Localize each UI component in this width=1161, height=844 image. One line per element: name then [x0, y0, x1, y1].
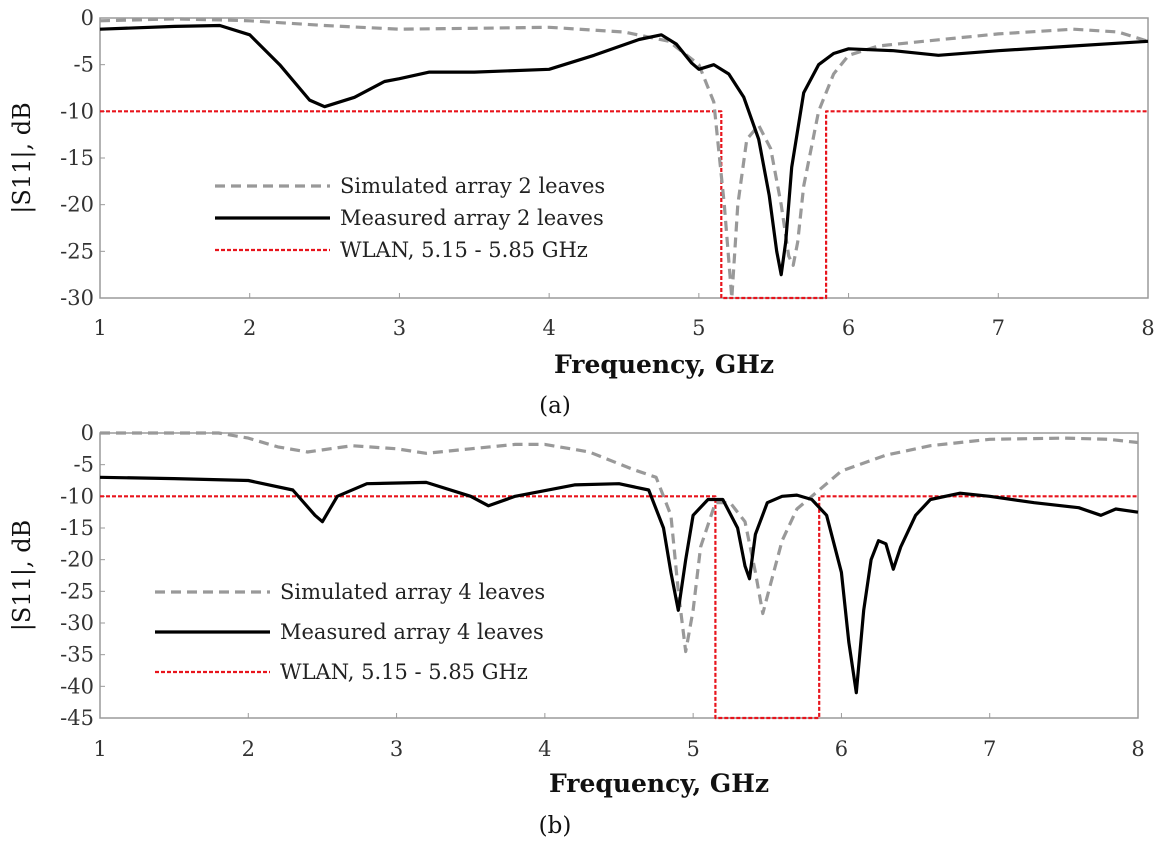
- x-tick-label: 5: [686, 737, 699, 761]
- legend-label: WLAN, 5.15 - 5.85 GHz: [280, 660, 528, 684]
- x-tick-label: 6: [835, 737, 848, 761]
- x-tick-label: 1: [93, 316, 106, 340]
- x-axis-label: Frequency, GHz: [549, 769, 769, 798]
- panel-caption: (a): [539, 393, 571, 419]
- x-tick-label: 4: [542, 316, 555, 340]
- x-tick-label: 5: [692, 316, 705, 340]
- x-tick-label: 2: [243, 316, 256, 340]
- y-tick-label: -30: [60, 286, 94, 310]
- y-tick-label: -45: [60, 706, 94, 730]
- y-tick-label: -20: [60, 548, 94, 572]
- plot-area: [99, 17, 1149, 299]
- series-line-2: [100, 495, 1138, 720]
- y-tick-label: -40: [60, 674, 94, 698]
- panel-caption: (b): [539, 813, 572, 839]
- legend-label: Simulated array 2 leaves: [340, 174, 605, 198]
- y-tick-label: -30: [60, 611, 94, 635]
- x-tick-label: 3: [393, 316, 406, 340]
- y-tick-label: -15: [60, 516, 94, 540]
- series-line-1: [99, 475, 1139, 695]
- y-tick-label: -35: [60, 643, 94, 667]
- panel-b: 1 2 3 4 5 6 7 8 0 -5 -10 -15 -20 -25 -30 -35 -40 -45 Simul…: [8, 421, 1145, 839]
- x-axis-label: Frequency, GHz: [554, 350, 774, 379]
- series-line-1: [99, 23, 1149, 277]
- x-tick-label: 2: [242, 737, 255, 761]
- x-tick-label: 8: [1141, 316, 1154, 340]
- legend-label: Measured array 2 leaves: [340, 206, 604, 230]
- x-tick-label: 1: [93, 737, 106, 761]
- panel-a: 1 2 3 4 5 6 7 8 0 -5 -10 -15 -20 -25 -30 Simulated arra…: [8, 6, 1155, 419]
- x-tick-label: 7: [992, 316, 1005, 340]
- y-axis-label: |S11|, dB: [8, 520, 37, 631]
- series-line-0: [100, 431, 1139, 654]
- series-line-2: [100, 110, 1148, 300]
- y-tick-label: -10: [60, 99, 94, 123]
- y-tick-label: -5: [74, 453, 94, 477]
- y-tick-label: -10: [60, 484, 94, 508]
- series-line-0: [99, 17, 1149, 300]
- x-tick-label: 3: [390, 737, 403, 761]
- x-tick-label: 6: [842, 316, 855, 340]
- y-tick-label: 0: [81, 6, 94, 30]
- legend-label: WLAN, 5.15 - 5.85 GHz: [340, 238, 588, 262]
- y-tick-label: -25: [60, 579, 94, 603]
- y-tick-label: 0: [81, 421, 94, 445]
- plot-area: [99, 432, 1139, 719]
- y-axis-label: |S11|, dB: [8, 102, 37, 213]
- y-tick-label: -15: [60, 146, 94, 170]
- x-tick-label: 4: [538, 737, 551, 761]
- legend-label: Simulated array 4 leaves: [280, 580, 545, 604]
- y-tick-label: -5: [74, 53, 94, 77]
- x-tick-label: 8: [1131, 737, 1144, 761]
- x-tick-label: 7: [983, 737, 996, 761]
- y-tick-label: -25: [60, 239, 94, 263]
- legend-label: Measured array 4 leaves: [280, 620, 544, 644]
- y-tick-label: -20: [60, 193, 94, 217]
